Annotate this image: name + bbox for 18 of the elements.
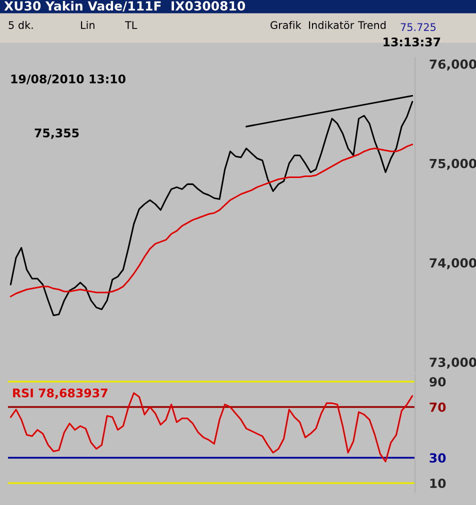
text: 75.725 xyxy=(400,23,436,32)
text: Indikatör xyxy=(309,20,354,30)
annotation: 75,355 xyxy=(34,128,79,139)
line-series xyxy=(10,144,414,298)
y-tick-label: 90 xyxy=(430,377,446,387)
y-tick-label: 70 xyxy=(430,402,446,412)
line-series xyxy=(10,100,414,316)
text: Lin xyxy=(81,20,94,29)
text: Trend xyxy=(358,20,386,30)
text: TL xyxy=(124,21,138,29)
annotation: 19/08/2010 13:10 xyxy=(11,74,126,84)
text: 5 dk. xyxy=(8,20,33,30)
text: 13:13:37 xyxy=(384,37,440,46)
annotation: RSI 78,683937 xyxy=(13,388,108,399)
text: Grafik xyxy=(270,20,302,30)
y-tick-label: 30 xyxy=(430,453,446,463)
chart-title: XU30 Yakin Vade/111F IX0300810 xyxy=(4,0,246,12)
y-tick-label: 10 xyxy=(430,478,446,488)
